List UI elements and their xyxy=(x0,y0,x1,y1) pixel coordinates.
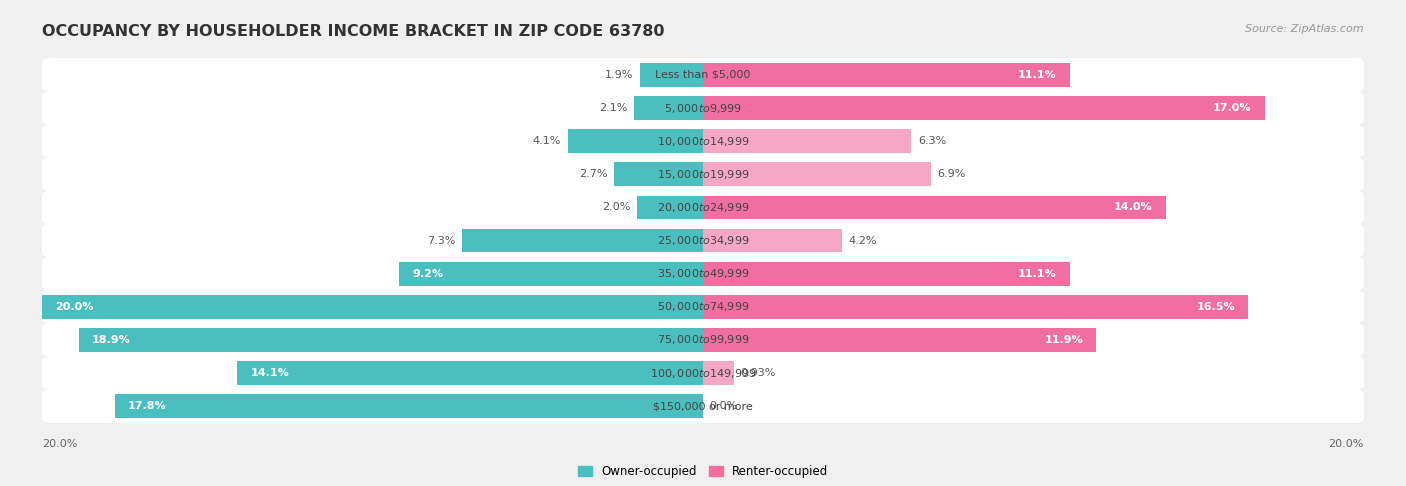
Text: 4.2%: 4.2% xyxy=(848,236,877,245)
Bar xyxy=(703,228,842,253)
Bar xyxy=(614,162,703,186)
Text: 2.0%: 2.0% xyxy=(602,203,630,212)
FancyBboxPatch shape xyxy=(41,323,1365,357)
Bar xyxy=(637,195,703,219)
Text: 1.9%: 1.9% xyxy=(605,70,634,80)
Text: $25,000 to $34,999: $25,000 to $34,999 xyxy=(657,234,749,247)
FancyBboxPatch shape xyxy=(41,389,1365,423)
Text: 14.1%: 14.1% xyxy=(250,368,290,378)
Bar xyxy=(238,361,703,385)
Text: Source: ZipAtlas.com: Source: ZipAtlas.com xyxy=(1246,24,1364,35)
Bar xyxy=(634,96,703,120)
Bar xyxy=(568,129,703,153)
Bar xyxy=(461,228,703,253)
Bar xyxy=(42,295,703,319)
Text: OCCUPANCY BY HOUSEHOLDER INCOME BRACKET IN ZIP CODE 63780: OCCUPANCY BY HOUSEHOLDER INCOME BRACKET … xyxy=(42,24,665,39)
FancyBboxPatch shape xyxy=(41,191,1365,225)
Bar xyxy=(703,295,1249,319)
Text: Less than $5,000: Less than $5,000 xyxy=(655,70,751,80)
Bar xyxy=(640,63,703,87)
Text: 11.9%: 11.9% xyxy=(1045,335,1083,345)
FancyBboxPatch shape xyxy=(41,157,1365,191)
FancyBboxPatch shape xyxy=(41,224,1365,258)
Text: 2.7%: 2.7% xyxy=(579,169,607,179)
Text: 0.93%: 0.93% xyxy=(741,368,776,378)
Bar xyxy=(703,63,1070,87)
Text: 2.1%: 2.1% xyxy=(599,103,627,113)
FancyBboxPatch shape xyxy=(41,124,1365,158)
Bar xyxy=(703,96,1264,120)
Text: $35,000 to $49,999: $35,000 to $49,999 xyxy=(657,267,749,280)
Text: 6.3%: 6.3% xyxy=(918,136,946,146)
Text: 4.1%: 4.1% xyxy=(533,136,561,146)
Text: 11.1%: 11.1% xyxy=(1018,70,1056,80)
FancyBboxPatch shape xyxy=(41,257,1365,291)
Bar xyxy=(115,394,703,418)
FancyBboxPatch shape xyxy=(41,91,1365,125)
Text: $10,000 to $14,999: $10,000 to $14,999 xyxy=(657,135,749,148)
Text: $20,000 to $24,999: $20,000 to $24,999 xyxy=(657,201,749,214)
Text: $150,000 or more: $150,000 or more xyxy=(654,401,752,411)
Text: 0.0%: 0.0% xyxy=(710,401,738,411)
Text: 9.2%: 9.2% xyxy=(412,269,443,278)
FancyBboxPatch shape xyxy=(41,356,1365,390)
Text: 18.9%: 18.9% xyxy=(91,335,131,345)
Text: 20.0%: 20.0% xyxy=(42,439,77,450)
Text: 7.3%: 7.3% xyxy=(427,236,456,245)
Text: 6.9%: 6.9% xyxy=(938,169,966,179)
Text: 20.0%: 20.0% xyxy=(1329,439,1364,450)
Bar xyxy=(399,262,703,286)
Legend: Owner-occupied, Renter-occupied: Owner-occupied, Renter-occupied xyxy=(572,460,834,483)
Text: 14.0%: 14.0% xyxy=(1114,203,1153,212)
Bar xyxy=(703,129,911,153)
Text: 11.1%: 11.1% xyxy=(1018,269,1056,278)
Text: $100,000 to $149,999: $100,000 to $149,999 xyxy=(650,366,756,380)
Text: $5,000 to $9,999: $5,000 to $9,999 xyxy=(664,102,742,115)
FancyBboxPatch shape xyxy=(41,58,1365,92)
Text: 17.0%: 17.0% xyxy=(1213,103,1251,113)
Bar xyxy=(703,328,1097,352)
Bar xyxy=(79,328,703,352)
Bar xyxy=(703,162,931,186)
Text: $75,000 to $99,999: $75,000 to $99,999 xyxy=(657,333,749,347)
Text: 20.0%: 20.0% xyxy=(55,302,94,312)
Bar xyxy=(703,262,1070,286)
Text: 16.5%: 16.5% xyxy=(1197,302,1234,312)
Text: $50,000 to $74,999: $50,000 to $74,999 xyxy=(657,300,749,313)
FancyBboxPatch shape xyxy=(41,290,1365,324)
Text: 17.8%: 17.8% xyxy=(128,401,167,411)
Bar xyxy=(703,195,1166,219)
Text: $15,000 to $19,999: $15,000 to $19,999 xyxy=(657,168,749,181)
Bar xyxy=(703,361,734,385)
